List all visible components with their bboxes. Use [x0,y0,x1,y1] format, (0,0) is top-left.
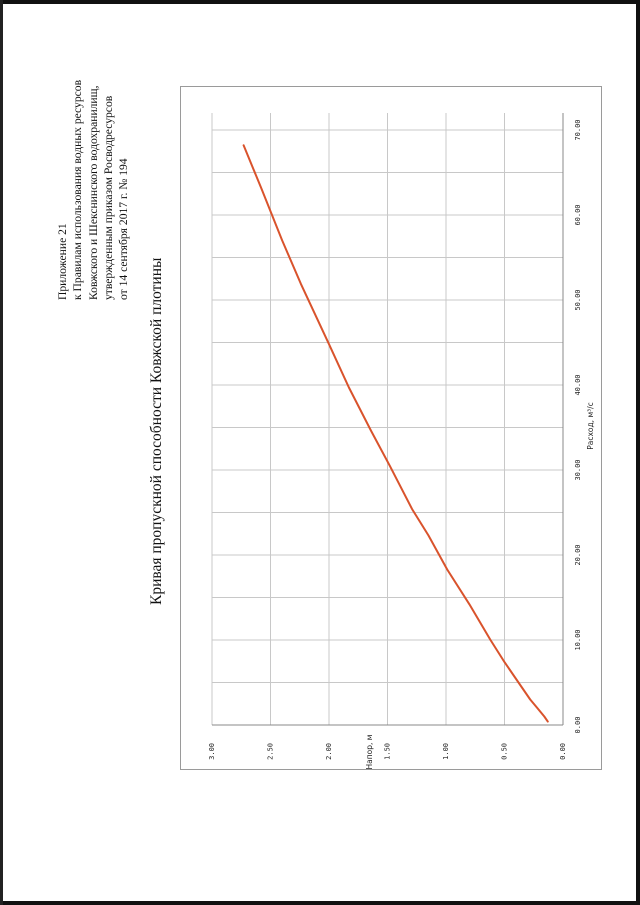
y-tick-label: 1.50 [384,743,392,760]
y-tick-label: 3.00 [208,743,216,760]
x-axis-title: Расход, м³/с [586,402,595,450]
y-tick-label: 0.00 [559,743,567,760]
scan-bottom-edge [0,901,640,905]
x-tick-label: 30.00 [574,459,582,480]
series-line [242,144,549,723]
y-tick-label: 2.00 [325,743,333,760]
x-tick-label: 40.00 [574,374,582,395]
x-tick-label: 60.00 [574,204,582,225]
scan-top-edge [0,0,640,4]
chart-frame [180,86,602,770]
x-tick-label: 0.00 [574,717,582,734]
scan-right-edge [636,0,640,905]
x-tick-label: 50.00 [574,289,582,310]
y-tick-label: 1.00 [442,743,450,760]
x-tick-label: 20.00 [574,544,582,565]
y-tick-label: 2.50 [267,743,275,760]
y-axis-title: Напор, м [365,735,374,770]
x-tick-label: 70.00 [574,119,582,140]
y-tick-label: 0.50 [501,743,509,760]
x-tick-label: 10.00 [574,629,582,650]
scan-left-edge [0,0,3,905]
